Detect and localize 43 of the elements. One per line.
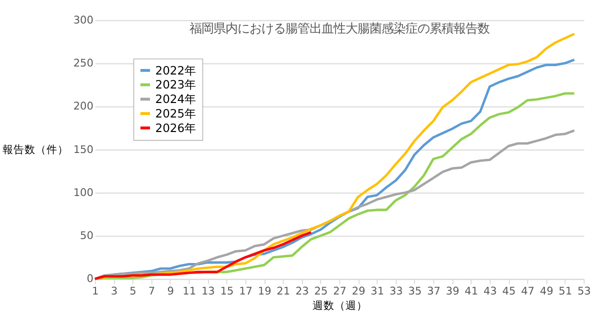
x-tick-label: 11: [182, 286, 196, 298]
y-tick-label: 0: [86, 273, 94, 286]
x-tick-label: 53: [577, 286, 591, 298]
y-tick-label: 250: [73, 58, 94, 70]
x-tick-label: 35: [408, 286, 422, 298]
legend-label: 2026年: [155, 120, 197, 135]
x-tick-label: 37: [427, 286, 440, 298]
x-tick-label: 25: [314, 286, 328, 298]
legend-label: 2022年: [155, 63, 197, 78]
x-tick-label: 27: [333, 286, 346, 298]
x-tick-label: 19: [258, 286, 272, 298]
x-tick-label: 45: [502, 286, 516, 298]
x-axis-title: 週数（週）: [312, 300, 368, 312]
y-tick-label: 100: [73, 186, 94, 199]
x-tick-label: 49: [540, 286, 554, 298]
x-tick-label: 7: [148, 286, 156, 298]
x-tick-label: 47: [521, 286, 534, 298]
y-axis-title: 報告数（件）: [2, 142, 69, 156]
y-tick-label: 200: [73, 100, 94, 113]
legend-label: 2023年: [155, 78, 197, 92]
x-tick-label: 33: [389, 286, 403, 298]
chart-title: 福岡県内における腸管出血性大腸菌感染症の累積報告数: [189, 20, 490, 36]
x-tick-label: 13: [201, 286, 215, 298]
x-tick-label: 51: [558, 286, 572, 298]
x-tick-label: 39: [446, 286, 460, 298]
y-tick-label: 50: [80, 230, 94, 242]
x-tick-label: 17: [239, 286, 252, 298]
x-tick-label: 43: [483, 286, 497, 298]
x-tick-label: 15: [220, 286, 234, 298]
line-series: [94, 231, 312, 280]
legend-label: 2024年: [155, 92, 197, 106]
x-tick-label: 9: [167, 286, 174, 298]
legend-label: 2025年: [155, 106, 197, 120]
x-tick-label: 31: [370, 286, 384, 298]
x-tick-label: 29: [352, 286, 366, 298]
x-tick-label: 21: [276, 286, 290, 298]
x-tick-label: 3: [110, 286, 118, 298]
x-tick-label: 23: [295, 286, 309, 298]
x-tick-label: 41: [464, 286, 478, 298]
x-tick-label: 5: [130, 286, 136, 298]
y-tick-label: 150: [73, 144, 94, 156]
y-tick-label: 300: [73, 14, 94, 26]
x-tick-label: 1: [92, 286, 99, 298]
